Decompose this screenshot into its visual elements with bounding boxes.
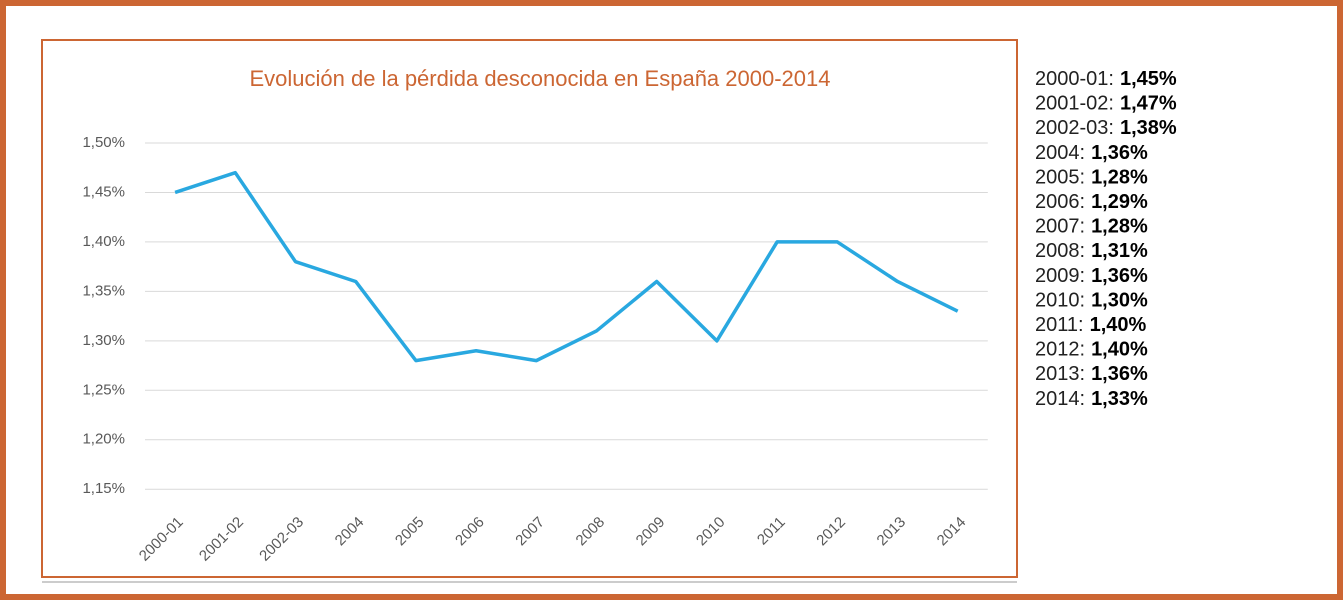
list-value: 1,36% [1091,265,1148,287]
list-value: 1,45% [1120,68,1177,90]
list-label: 2012: [1035,339,1085,361]
x-tick-label: 2000-01 [136,514,187,565]
x-tick-label: 2010 [693,514,729,550]
x-tick-label: 2007 [512,514,548,550]
list-value: 1,47% [1120,93,1177,115]
list-label: 2002-03: [1035,117,1114,139]
list-label: 2004: [1035,142,1085,164]
list-item: 2006: 1,29% [1035,191,1148,213]
x-tick-label: 2002-03 [256,514,307,565]
list-item: 2005: 1,28% [1035,167,1148,189]
y-tick-label: 1,25% [82,381,125,398]
x-tick-label: 2006 [452,514,488,550]
list-item: 2001-02: 1,47% [1035,93,1177,115]
y-tick-label: 1,45% [82,183,125,200]
y-tick-label: 1,35% [82,282,125,299]
list-label: 2013: [1035,363,1085,385]
list-label: 2010: [1035,290,1085,312]
x-tick-label: 2005 [392,514,428,550]
list-item: 2012: 1,40% [1035,339,1148,361]
list-label: 2007: [1035,216,1085,238]
y-tick-label: 1,40% [82,233,125,250]
y-tick-label: 1,30% [82,332,125,349]
x-tick-label: 2008 [573,514,609,550]
list-item: 2002-03: 1,38% [1035,117,1177,139]
x-tick-label: 2009 [633,514,669,550]
list-label: 2008: [1035,240,1085,262]
list-item: 2004: 1,36% [1035,142,1148,164]
list-label: 2001-02: [1035,93,1114,115]
list-value: 1,40% [1091,339,1148,361]
list-item: 2013: 1,36% [1035,363,1148,385]
list-value: 1,40% [1090,314,1147,336]
chart-frame [41,39,1018,578]
list-label: 2014: [1035,388,1085,410]
line [174,170,959,363]
list-label: 2006: [1035,191,1085,213]
list-value: 1,28% [1091,167,1148,189]
list-item: 2009: 1,36% [1035,265,1148,287]
x-tick-label: 2001-02 [196,514,247,565]
list-value: 1,33% [1091,388,1148,410]
y-tick-label: 1,50% [82,134,125,151]
list-label: 2005: [1035,167,1085,189]
list-item: 2007: 1,28% [1035,216,1148,238]
list-item: 2010: 1,30% [1035,290,1148,312]
list-value: 1,36% [1091,363,1148,385]
list-value: 1,31% [1091,240,1148,262]
x-tick-label: 2011 [754,514,789,549]
chart-title: Evolución de la pérdida desconocida en E… [250,66,831,91]
list-item: 2000-01: 1,45% [1035,68,1177,90]
x-tick-label: 2013 [874,514,910,550]
list-item: 2011: 1,40% [1035,314,1147,336]
list-value: 1,38% [1120,117,1177,139]
list-label: 2000-01: [1035,68,1114,90]
list-value: 1,30% [1091,290,1148,312]
y-tick-label: 1,20% [82,431,125,448]
x-tick-label: 2004 [332,514,368,550]
list-item: 2008: 1,31% [1035,240,1148,262]
list-value: 1,28% [1091,216,1148,238]
list-label: 2009: [1035,265,1085,287]
list-label: 2011: [1035,314,1084,336]
y-tick-label: 1,15% [82,480,125,497]
x-tick-label: 2014 [934,514,970,550]
list-value: 1,36% [1091,142,1148,164]
list-value: 1,29% [1091,191,1148,213]
x-tick-label: 2012 [813,514,849,550]
list-item: 2014: 1,33% [1035,388,1148,410]
